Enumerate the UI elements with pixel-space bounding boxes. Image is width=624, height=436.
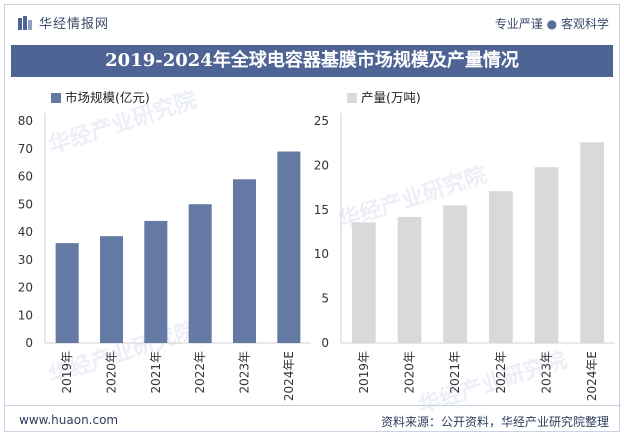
brand-name: 华经情报网 bbox=[39, 17, 110, 32]
chart-frame: 华经情报网 专业严谨 ● 客观科学 2019-2024年全球电容器基膜市场规模及… bbox=[4, 4, 621, 434]
market-size-chart: 0 10 20 30 40 50 60 70 80 市场规模(亿元) 2019年 2020年 2021年… bbox=[18, 90, 311, 401]
x-tick-label: 2020年 bbox=[403, 351, 417, 394]
x-tick-label: 2024年E bbox=[282, 351, 296, 401]
brand-logo: 华经情报网 bbox=[17, 13, 109, 32]
y-tick-label: 30 bbox=[18, 253, 33, 267]
production-chart: 0 5 10 15 20 25 产量(万吨) 2019年 2020年 2021年 2022年 2023… bbox=[314, 90, 615, 401]
bar bbox=[534, 167, 559, 343]
footer-website[interactable]: www.huaon.com bbox=[19, 413, 119, 427]
tagline-right: 客观科学 bbox=[560, 17, 609, 31]
x-tick-label: 2022年 bbox=[494, 351, 508, 394]
y-tick-label: 10 bbox=[314, 247, 329, 261]
bar bbox=[232, 179, 257, 343]
bar bbox=[277, 151, 301, 343]
top-bar: 华经情报网 专业严谨 ● 客观科学 bbox=[5, 5, 621, 39]
x-tick-label: 2020年 bbox=[105, 351, 119, 394]
x-tick-label: 2019年 bbox=[357, 351, 371, 394]
y-tick-label: 0 bbox=[321, 336, 329, 350]
x-tick-label: 2023年 bbox=[540, 351, 554, 394]
y-tick-label: 50 bbox=[18, 197, 33, 211]
y-tick-label: 80 bbox=[18, 114, 33, 128]
tagline: 专业严谨 ● 客观科学 bbox=[495, 15, 609, 32]
y-tick-label: 5 bbox=[321, 292, 329, 306]
bar bbox=[55, 243, 79, 343]
bar bbox=[488, 191, 513, 343]
bar bbox=[580, 142, 605, 343]
logo-icon bbox=[18, 15, 32, 30]
bar bbox=[188, 204, 212, 343]
bar bbox=[99, 236, 124, 343]
x-tick-label: 2024年E bbox=[585, 351, 599, 401]
chart-title: 2019-2024年全球电容器基膜市场规模及产量情况 bbox=[11, 45, 613, 77]
y-tick-label: 25 bbox=[314, 114, 329, 128]
tagline-separator: ● bbox=[546, 17, 558, 31]
y-tick-label: 60 bbox=[18, 170, 33, 184]
legend-label: 产量(万吨) bbox=[361, 90, 421, 105]
x-tick-label: 2022年 bbox=[193, 351, 207, 394]
footer-source: 资料来源：公开资料，华经产业研究院整理 bbox=[380, 415, 609, 429]
y-tick-label: 15 bbox=[314, 203, 329, 217]
y-tick-label: 20 bbox=[314, 158, 329, 172]
bar bbox=[397, 216, 422, 343]
x-tick-label: 2021年 bbox=[149, 351, 163, 394]
bar bbox=[351, 222, 376, 343]
y-tick-label: 0 bbox=[25, 336, 33, 350]
legend-label: 市场规模(亿元) bbox=[65, 90, 150, 105]
x-tick-label: 2021年 bbox=[448, 351, 462, 394]
bar bbox=[144, 220, 168, 343]
footer: www.huaon.com 资料来源：公开资料，华经产业研究院整理 bbox=[5, 405, 621, 434]
y-tick-label: 70 bbox=[18, 142, 33, 156]
bar bbox=[443, 205, 468, 343]
y-tick-label: 10 bbox=[18, 308, 33, 322]
legend-swatch bbox=[51, 93, 61, 103]
x-tick-label: 2023年 bbox=[238, 351, 252, 394]
x-tick-label: 2019年 bbox=[60, 351, 74, 394]
tagline-left: 专业严谨 bbox=[494, 17, 543, 31]
y-tick-label: 20 bbox=[18, 281, 33, 295]
legend-swatch bbox=[347, 93, 357, 103]
y-tick-label: 40 bbox=[18, 225, 33, 239]
